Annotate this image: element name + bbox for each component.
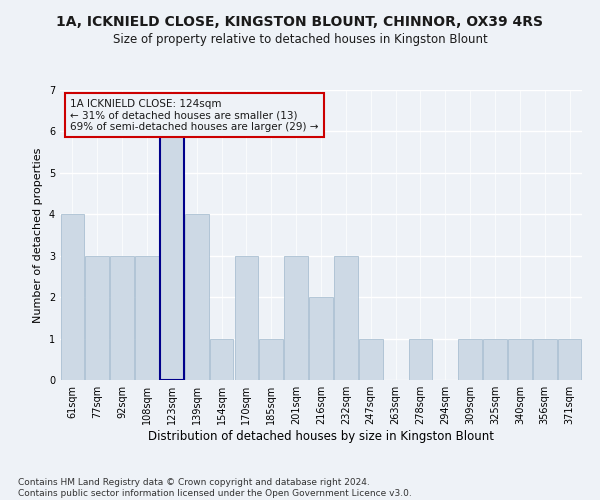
Text: Size of property relative to detached houses in Kingston Blount: Size of property relative to detached ho…: [113, 32, 487, 46]
Bar: [259, 338, 283, 380]
Bar: [85, 256, 109, 380]
Bar: [309, 297, 333, 380]
Bar: [359, 338, 383, 380]
Bar: [160, 132, 184, 380]
X-axis label: Distribution of detached houses by size in Kingston Blount: Distribution of detached houses by size …: [148, 430, 494, 443]
Bar: [210, 338, 233, 380]
Bar: [458, 338, 482, 380]
Bar: [334, 256, 358, 380]
Bar: [508, 338, 532, 380]
Bar: [284, 256, 308, 380]
Text: 1A, ICKNIELD CLOSE, KINGSTON BLOUNT, CHINNOR, OX39 4RS: 1A, ICKNIELD CLOSE, KINGSTON BLOUNT, CHI…: [56, 15, 544, 29]
Bar: [110, 256, 134, 380]
Bar: [558, 338, 581, 380]
Bar: [135, 256, 159, 380]
Bar: [61, 214, 84, 380]
Text: 1A ICKNIELD CLOSE: 124sqm
← 31% of detached houses are smaller (13)
69% of semi-: 1A ICKNIELD CLOSE: 124sqm ← 31% of detac…: [70, 98, 319, 132]
Text: Contains HM Land Registry data © Crown copyright and database right 2024.
Contai: Contains HM Land Registry data © Crown c…: [18, 478, 412, 498]
Bar: [235, 256, 258, 380]
Bar: [185, 214, 209, 380]
Bar: [409, 338, 432, 380]
Y-axis label: Number of detached properties: Number of detached properties: [34, 148, 43, 322]
Bar: [483, 338, 507, 380]
Bar: [533, 338, 557, 380]
